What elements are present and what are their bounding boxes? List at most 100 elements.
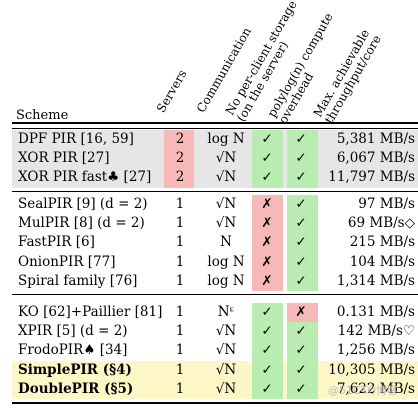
scheme-cell: XOR PIR fast♣ [27] [18, 169, 152, 186]
storage-cell: ✓ [261, 131, 273, 147]
storage-cell: ✓ [261, 150, 273, 167]
storage-cell: ✓ [261, 380, 273, 397]
polylog-cell: ✓ [295, 380, 307, 397]
servers-cell: 1 [175, 361, 185, 378]
scheme-cell: KO [62]+Paillier [81] [18, 304, 163, 320]
polylog-cell-highlight [287, 303, 318, 323]
header-servers: Servers [153, 67, 190, 115]
header-rule [12, 128, 418, 129]
storage-cell-highlight [252, 130, 283, 150]
servers-cell: 1 [175, 215, 185, 232]
servers-cell: 1 [175, 380, 185, 397]
table-row: DoublePIR (§5) 1 √N ✓ ✓ 7,622 MB/s [12, 379, 418, 399]
storage-cell-highlight [252, 341, 283, 361]
table-row: SealPIR [9] (d = 2) 1 √N ✗ ✓ 97 MB/s [12, 195, 418, 215]
scheme-cell: MulPIR [8] (d = 2) [18, 215, 145, 232]
table-row: MulPIR [8] (d = 2) 1 √N ✗ ✓ 69 MB/s◇ [12, 214, 418, 234]
throughput-cell: 215 MB/s [349, 234, 415, 251]
throughput-cell: 5,381 MB/s [336, 131, 415, 147]
storage-cell: ✗ [261, 253, 273, 270]
comparison-table: Scheme Servers Communication No per-clie… [6, 0, 418, 409]
table-row: XPIR [5] (d = 2) 1 √N ✓ ✓ 142 MB/s♡ [12, 322, 418, 342]
table-row: DPF PIR [16, 59] 2 log N ✓ ✓ 5,381 MB/s [12, 130, 418, 150]
polylog-cell: ✓ [295, 272, 307, 289]
watermark: @51CTO博客 [327, 384, 398, 397]
throughput-cell: 1,256 MB/s [336, 342, 415, 359]
polylog-cell: ✓ [295, 342, 307, 359]
throughput-cell: 6,067 MB/s [336, 150, 415, 167]
communication-cell: Nᵋ [217, 304, 235, 320]
communication-cell: √N [215, 169, 237, 186]
throughput-cell: 97 MB/s [358, 196, 415, 212]
communication-cell: log N [207, 272, 245, 289]
storage-cell: ✓ [261, 361, 273, 378]
storage-cell-highlight [252, 303, 283, 323]
polylog-cell-highlight [287, 214, 318, 234]
communication-cell: √N [215, 342, 237, 359]
storage-cell-highlight [252, 379, 283, 399]
polylog-cell: ✓ [295, 131, 307, 147]
servers-cell-highlight [164, 149, 194, 169]
group-rule [12, 402, 418, 404]
storage-cell-highlight [252, 195, 283, 215]
polylog-cell-highlight [287, 379, 318, 399]
scheme-cell: DoublePIR (§5) [18, 380, 134, 397]
polylog-cell-highlight [287, 168, 318, 188]
scheme-cell: FrodoPIR♠ [34] [18, 342, 128, 359]
storage-cell-highlight [252, 149, 283, 169]
table-row: FrodoPIR♠ [34] 1 √N ✓ ✓ 1,256 MB/s [12, 341, 418, 361]
servers-cell: 1 [175, 234, 185, 251]
group-rule [12, 294, 418, 295]
communication-cell: log N [207, 253, 245, 270]
polylog-cell-highlight [287, 233, 318, 253]
scheme-cell: Spiral family [76] [18, 272, 138, 289]
servers-cell: 1 [175, 342, 185, 359]
storage-cell-highlight [252, 271, 283, 291]
storage-cell: ✓ [261, 169, 273, 186]
scheme-cell: XPIR [5] (d = 2) [18, 323, 128, 340]
scheme-cell: SimplePIR (§4) [18, 361, 132, 378]
throughput-cell: 7,622 MB/s [336, 380, 415, 397]
throughput-cell: 142 MB/s♡ [337, 323, 415, 340]
servers-cell: 1 [175, 323, 185, 340]
scheme-cell: SealPIR [9] (d = 2) [18, 196, 148, 212]
servers-cell: 1 [175, 196, 185, 212]
storage-cell-highlight [252, 168, 283, 188]
polylog-cell: ✓ [295, 361, 307, 378]
scheme-cell: OnionPIR [77] [18, 253, 116, 270]
storage-cell: ✗ [261, 215, 273, 232]
table-row: KO [62]+Paillier [81] 1 Nᵋ ✓ ✗ 0.131 MB/s [12, 303, 418, 323]
polylog-cell: ✓ [295, 196, 307, 212]
polylog-cell-highlight [287, 360, 318, 380]
table-row: OnionPIR [77] 1 log N ✗ ✓ 104 MB/s [12, 252, 418, 272]
polylog-cell-highlight [287, 271, 318, 291]
polylog-cell-highlight [287, 149, 318, 169]
servers-cell-highlight [164, 130, 194, 150]
servers-cell: 1 [175, 272, 185, 289]
servers-cell: 1 [175, 253, 185, 270]
throughput-cell: 104 MB/s [349, 253, 415, 270]
polylog-cell: ✓ [295, 253, 307, 270]
throughput-cell: 1,314 MB/s [336, 272, 415, 289]
storage-cell-highlight [252, 360, 283, 380]
table-row: Spiral family [76] 1 log N ✗ ✓ 1,314 MB/s [12, 271, 418, 291]
storage-cell: ✓ [261, 342, 273, 359]
storage-cell: ✗ [261, 234, 273, 251]
polylog-cell: ✓ [295, 234, 307, 251]
storage-cell: ✗ [261, 196, 273, 212]
polylog-cell: ✓ [295, 150, 307, 167]
throughput-cell: 10,305 MB/s [328, 361, 415, 378]
communication-cell: log N [207, 131, 245, 147]
scheme-cell: DPF PIR [16, 59] [18, 131, 134, 147]
header-scheme: Scheme [16, 108, 69, 123]
scheme-cell: FastPIR [6] [18, 234, 95, 251]
storage-cell: ✓ [261, 304, 273, 320]
throughput-cell: 69 MB/s◇ [347, 215, 415, 232]
scheme-cell: XOR PIR [27] [18, 150, 110, 167]
throughput-cell: 11,797 MB/s [328, 169, 415, 186]
communication-cell: √N [215, 361, 237, 378]
polylog-cell-highlight [287, 341, 318, 361]
table-row: FastPIR [6] 1 N ✗ ✓ 215 MB/s [12, 233, 418, 253]
servers-cell: 2 [175, 131, 185, 147]
communication-cell: √N [215, 196, 237, 212]
